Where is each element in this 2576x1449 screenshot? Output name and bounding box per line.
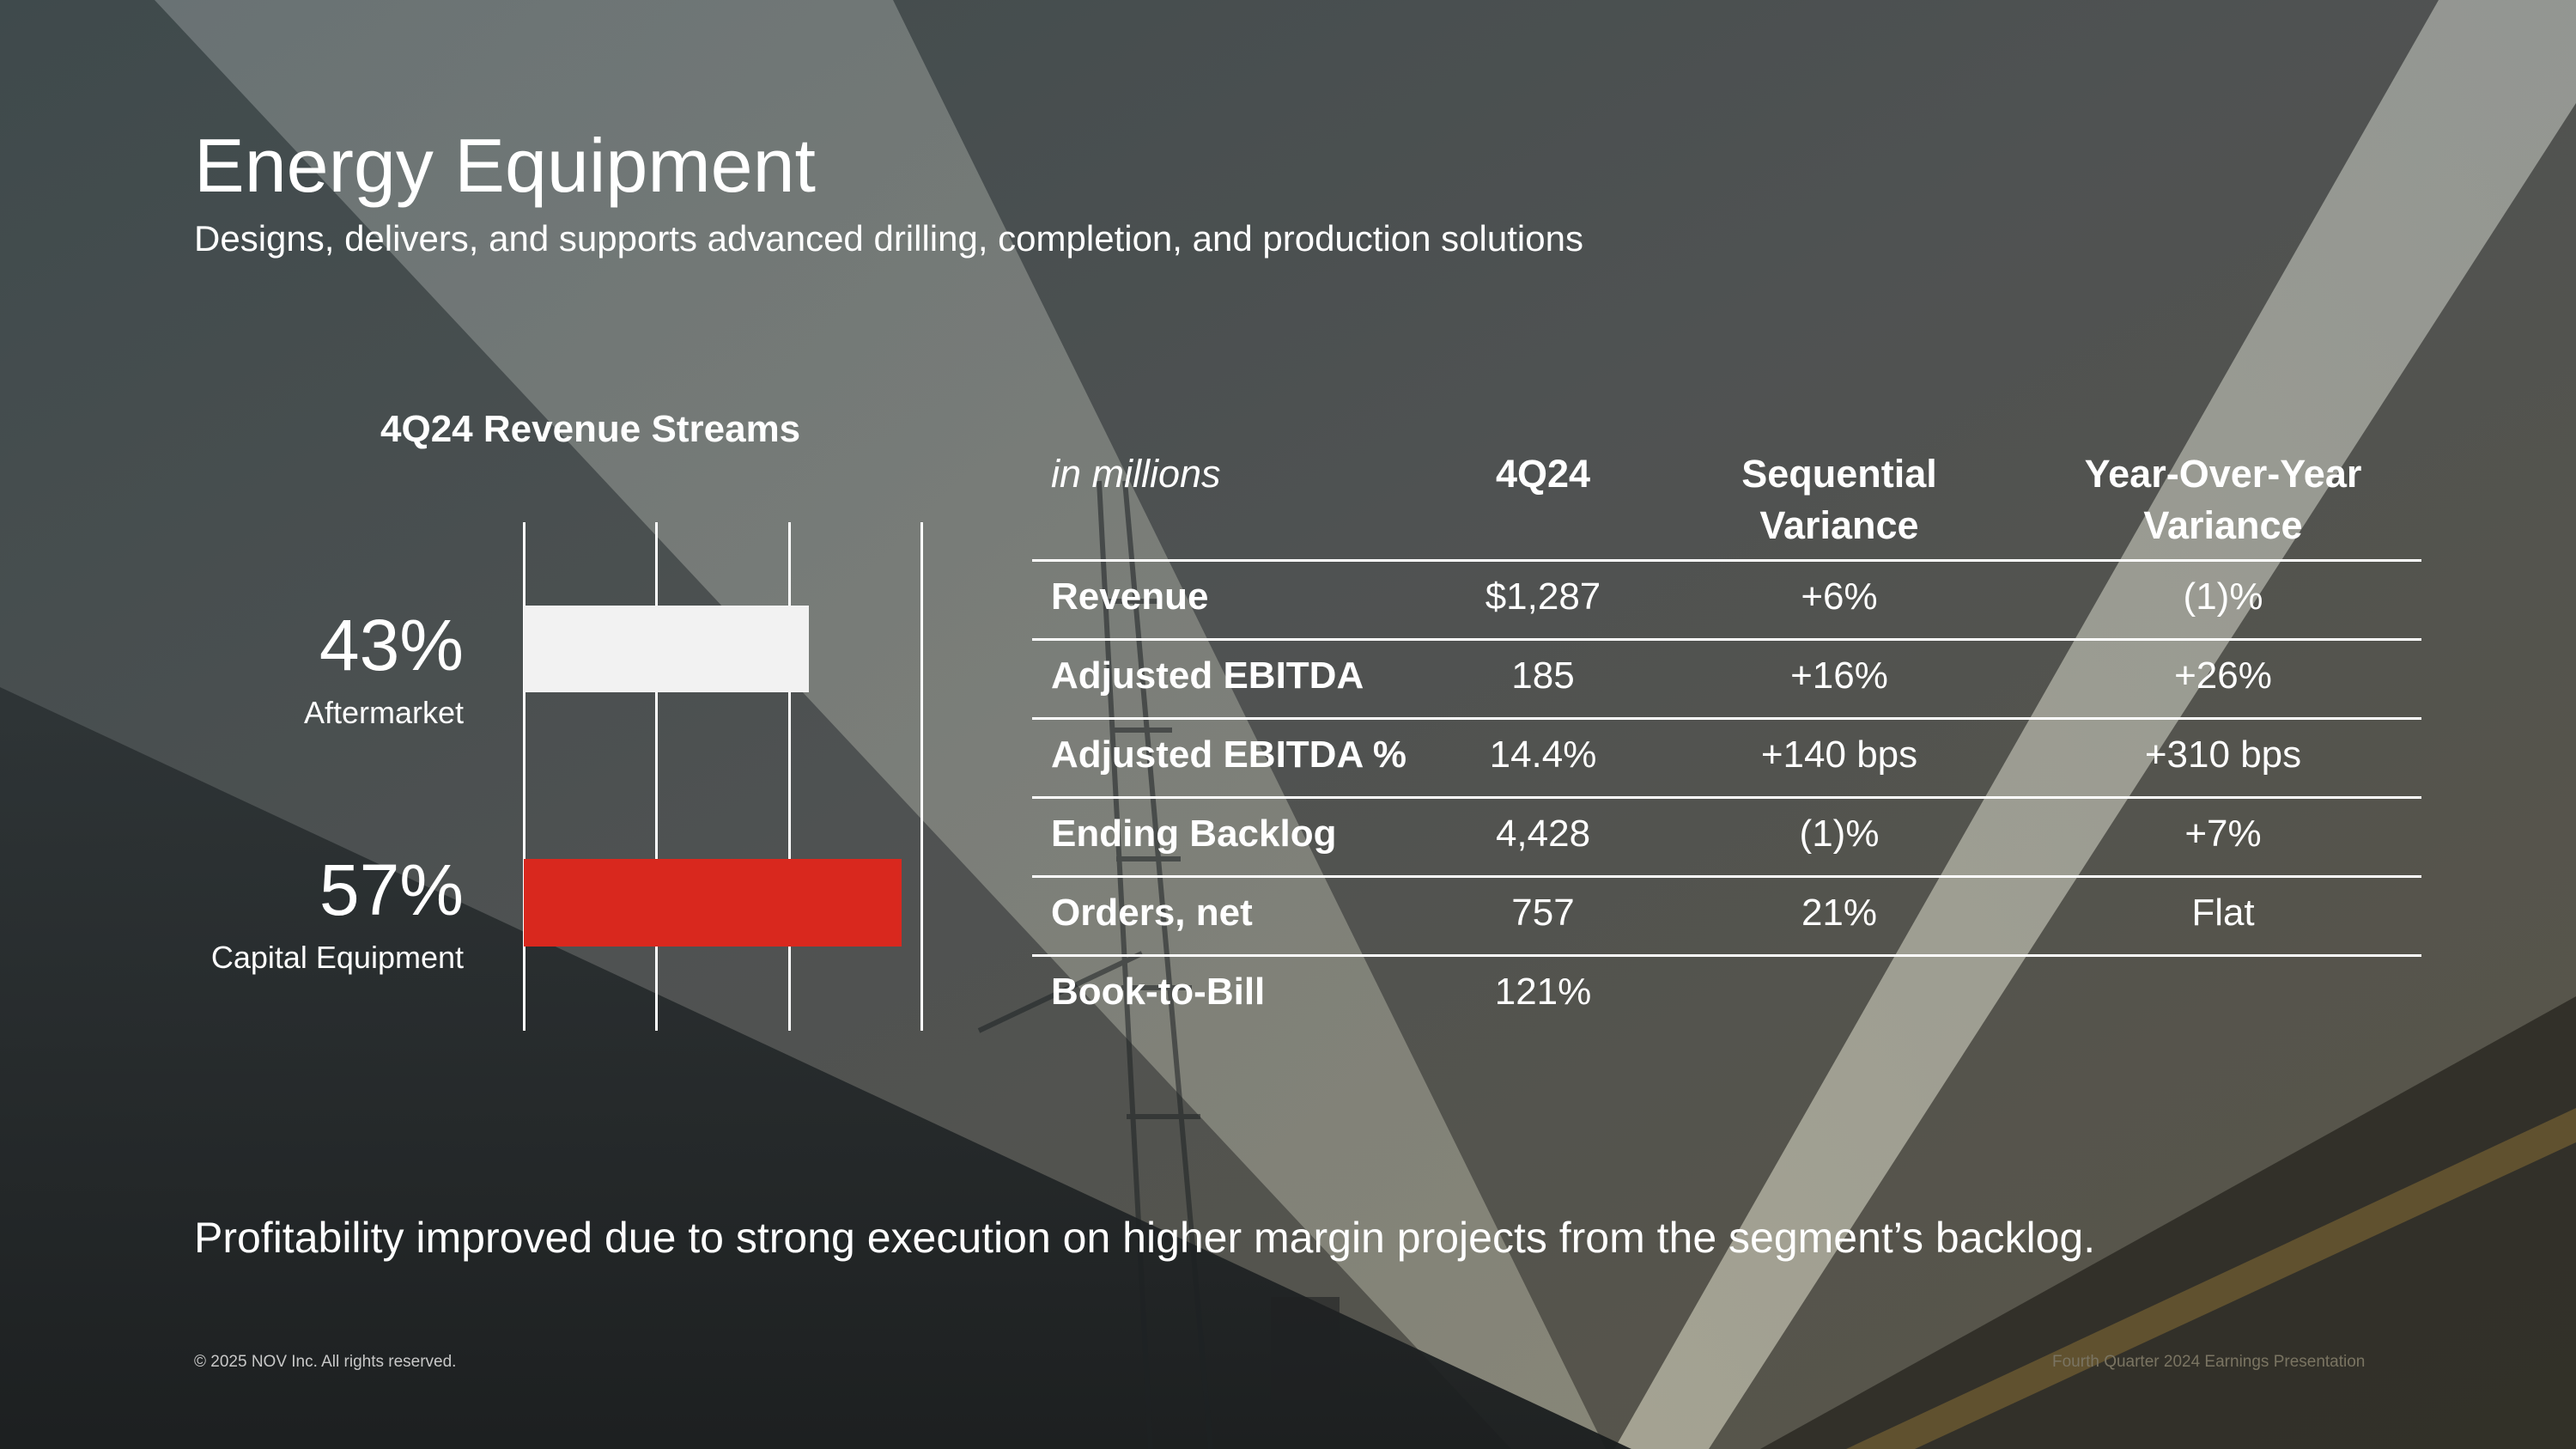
- table-cell-period: 185: [1511, 654, 1575, 697]
- table-cell-period: $1,287: [1485, 575, 1601, 618]
- table-header-yoy-line2: Variance: [2143, 503, 2303, 547]
- table-rule: [1032, 954, 2421, 957]
- bar-capital-equipment: [524, 859, 902, 947]
- gridline: [788, 522, 791, 1031]
- table-cell-sequential: (1)%: [1799, 813, 1880, 855]
- table-header-yoy-line1: Year-Over-Year: [2084, 452, 2362, 496]
- financial-table: in millions 4Q24 Sequential Variance Yea…: [1032, 448, 2421, 1013]
- table-row-label: Revenue: [1051, 575, 1209, 618]
- revenue-streams-chart: 43% Aftermarket 57% Capital Equipment: [0, 0, 987, 1074]
- table-header-period: 4Q24: [1495, 452, 1591, 496]
- takeaway-text: Profitability improved due to strong exe…: [194, 1214, 2096, 1262]
- chart-title: 4Q24 Revenue Streams: [380, 408, 801, 450]
- table-row-label: Book-to-Bill: [1051, 971, 1266, 1013]
- table-row-label: Orders, net: [1051, 892, 1253, 934]
- table-cell-period: 14.4%: [1489, 734, 1597, 776]
- table-rule: [1032, 559, 2421, 562]
- gridline: [920, 522, 923, 1031]
- table-cell-yoy: Flat: [2191, 892, 2255, 934]
- page-subtitle: Designs, delivers, and supports advanced…: [194, 218, 1583, 259]
- table-cell-yoy: +310 bps: [2144, 734, 2302, 776]
- capital-equipment-label: Capital Equipment: [210, 940, 464, 975]
- table-cell-period: 757: [1511, 892, 1575, 934]
- table-cell-yoy: +7%: [2184, 813, 2262, 855]
- table-header-yoy: Year-Over-Year Variance: [2051, 448, 2395, 551]
- table-header-sequential: Sequential Variance: [1668, 448, 2011, 551]
- table-header-sequential-line2: Variance: [1759, 503, 1919, 547]
- table-row-label: Adjusted EBITDA %: [1051, 734, 1406, 776]
- gridline: [523, 522, 526, 1031]
- table-cell-sequential: +140 bps: [1760, 734, 1918, 776]
- table-cell-period: 4,428: [1495, 813, 1591, 855]
- aftermarket-label: Aftermarket: [303, 695, 464, 730]
- table-rule: [1032, 638, 2421, 641]
- presentation-footer: Fourth Quarter 2024 Earnings Presentatio…: [2052, 1353, 2366, 1371]
- table-header-units: in millions: [1051, 452, 1221, 496]
- table-cell-sequential: +6%: [1801, 575, 1878, 618]
- table-header-sequential-line1: Sequential: [1741, 452, 1937, 496]
- page-title: Energy Equipment: [194, 123, 816, 208]
- table-row-label: Adjusted EBITDA: [1051, 654, 1364, 697]
- table-cell-yoy: (1)%: [2183, 575, 2263, 618]
- table-cell-sequential: 21%: [1801, 892, 1878, 934]
- capital-equipment-percent: 57%: [319, 849, 464, 930]
- table-rule: [1032, 717, 2421, 720]
- table-row-label: Ending Backlog: [1051, 813, 1337, 855]
- bar-aftermarket: [524, 606, 809, 692]
- table-rule: [1032, 796, 2421, 799]
- aftermarket-percent: 43%: [319, 605, 464, 685]
- table-cell-period: 121%: [1494, 971, 1592, 1013]
- table-cell-yoy: +26%: [2174, 654, 2272, 697]
- gridline: [655, 522, 658, 1031]
- table-rule: [1032, 875, 2421, 878]
- table-cell-sequential: +16%: [1790, 654, 1888, 697]
- copyright-text: © 2025 NOV Inc. All rights reserved.: [194, 1353, 457, 1371]
